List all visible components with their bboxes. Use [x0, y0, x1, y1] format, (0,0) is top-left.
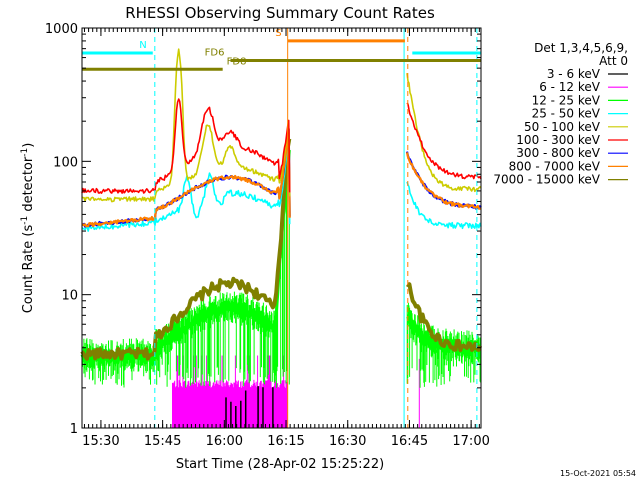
flag-label: S [275, 28, 281, 39]
y-axis-label-main: Count Rate (s [21, 225, 36, 314]
y-tick-label: 1000 [45, 22, 78, 37]
legend-entry-label: 50 - 100 keV [524, 120, 601, 134]
axes-layer: 15:30 15:45 16:00 16:15 16:30 16:45 17:00 1 10 10… [45, 22, 490, 449]
legend-entry-label: 12 - 25 keV [532, 93, 601, 107]
series-7000-15000-kev [80, 138, 483, 361]
x-tick-label: 16:30 [329, 434, 366, 449]
legend-entry-label: 800 - 7000 keV [509, 159, 601, 173]
legend-entry-label: 25 - 50 keV [532, 107, 601, 121]
series-800-7000-kev [81, 127, 482, 228]
plot-data [80, 48, 483, 428]
y-tick-label: 1 [70, 422, 78, 437]
footer-timestamp: 15-Oct-2021 05:54 [560, 469, 636, 478]
y-tick-label: 100 [53, 155, 78, 170]
y-axis-label-sup2: -1 [20, 148, 30, 157]
x-tick-label: 16:45 [391, 434, 428, 449]
y-axis-label-sup1: -1 [20, 216, 30, 225]
x-tick-label: 15:45 [144, 434, 181, 449]
x-tick-label: 16:00 [206, 434, 243, 449]
legend-entry-label: 6 - 12 keV [539, 80, 601, 94]
legend-entry-label: 100 - 300 keV [516, 133, 600, 147]
flag-label: FD8 [227, 56, 247, 67]
legend-entry-label: 3 - 6 keV [547, 67, 601, 81]
y-axis-label-end: ) [21, 143, 36, 148]
y-axis-label: Count Rate (s-1 detector-1) [20, 143, 36, 314]
x-tick-label: 16:15 [267, 434, 304, 449]
x-tick-label: 15:30 [82, 434, 119, 449]
y-tick-label: 10 [61, 289, 78, 304]
x-tick-label: 17:00 [452, 434, 489, 449]
flag-label: N [139, 40, 146, 51]
legend-entry-label: 300 - 800 keV [516, 146, 600, 160]
series-100-300-kev [81, 98, 482, 194]
legend-header-line: Det 1,3,4,5,6,9, [534, 41, 628, 55]
series-25-50-kev [81, 137, 482, 232]
flag-label: FD6 [205, 48, 225, 59]
y-axis-label-mid: detector [21, 156, 36, 216]
series-3-6-kev [225, 386, 274, 428]
legend-entry-label: 7000 - 15000 keV [493, 173, 600, 187]
legend-header-line: Att 0 [599, 54, 628, 68]
x-axis-label: Start Time (28-Apr-02 15:25:22) [176, 457, 384, 472]
chart-title: RHESSI Observing Summary Count Rates [125, 4, 435, 22]
